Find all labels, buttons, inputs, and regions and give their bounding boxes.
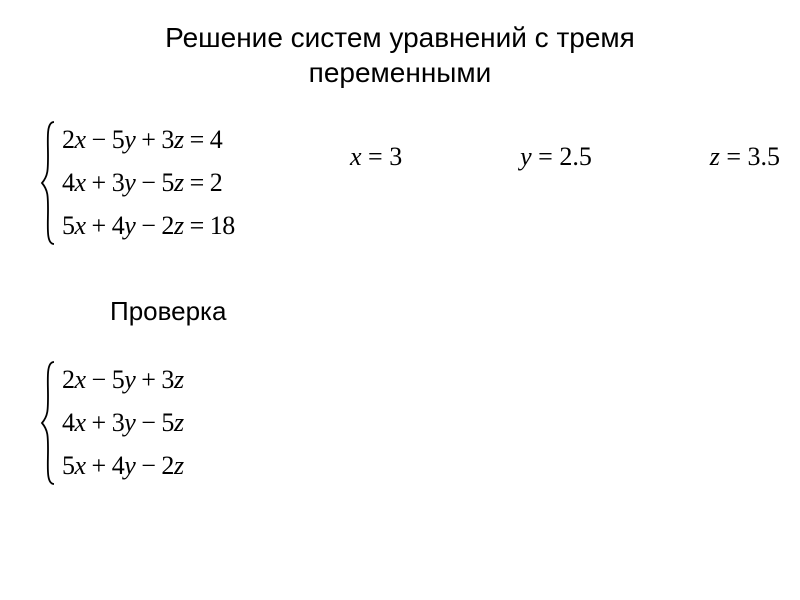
var-y: y [520, 142, 532, 171]
equation-row: 4x + 3y − 5z [62, 403, 184, 443]
check-label: Проверка [110, 296, 226, 327]
system-2: 2x − 5y + 3z 4x + 3y − 5z 5x + 4y − 2z [40, 360, 184, 486]
solutions-row: x = 3 y = 2.5 z = 3.5 [350, 142, 780, 172]
equation-row: 2x − 5y + 3z = 4 [62, 120, 235, 160]
eq1-rhs: 4 [210, 125, 223, 154]
eq3: 5x + 4y − 2z [62, 451, 184, 480]
solution-y: y = 2.5 [520, 142, 592, 172]
brace-icon [40, 120, 56, 246]
solution-x: x = 3 [350, 142, 402, 172]
eq1-lhs: 2x − 5y + 3z [62, 125, 184, 154]
val-y: 2.5 [559, 142, 592, 171]
equation-row: 5x + 4y − 2z [62, 446, 184, 486]
equals: = [190, 168, 210, 197]
var-x: x [350, 142, 362, 171]
brace-icon [40, 360, 56, 486]
equation-row: 5x + 4y − 2z = 18 [62, 206, 235, 246]
equation-row: 2x − 5y + 3z [62, 360, 184, 400]
equals: = [190, 211, 210, 240]
solution-z: z = 3.5 [710, 142, 780, 172]
eq2-rhs: 2 [210, 168, 223, 197]
eq3-lhs: 5x + 4y − 2z [62, 211, 184, 240]
equals: = [190, 125, 210, 154]
var-z: z [710, 142, 720, 171]
val-z: 3.5 [747, 142, 780, 171]
equation-row: 4x + 3y − 5z = 2 [62, 163, 235, 203]
eq3-rhs: 18 [210, 211, 235, 240]
eq1: 2x − 5y + 3z [62, 365, 184, 394]
eq2-lhs: 4x + 3y − 5z [62, 168, 184, 197]
system-1: 2x − 5y + 3z = 4 4x + 3y − 5z = 2 5x + 4… [40, 120, 235, 246]
title-line-2: переменными [309, 57, 492, 88]
title-line-1: Решение систем уравнений с тремя [165, 22, 635, 53]
eq2: 4x + 3y − 5z [62, 408, 184, 437]
val-x: 3 [389, 142, 402, 171]
page-title: Решение систем уравнений с тремя перемен… [0, 20, 800, 90]
